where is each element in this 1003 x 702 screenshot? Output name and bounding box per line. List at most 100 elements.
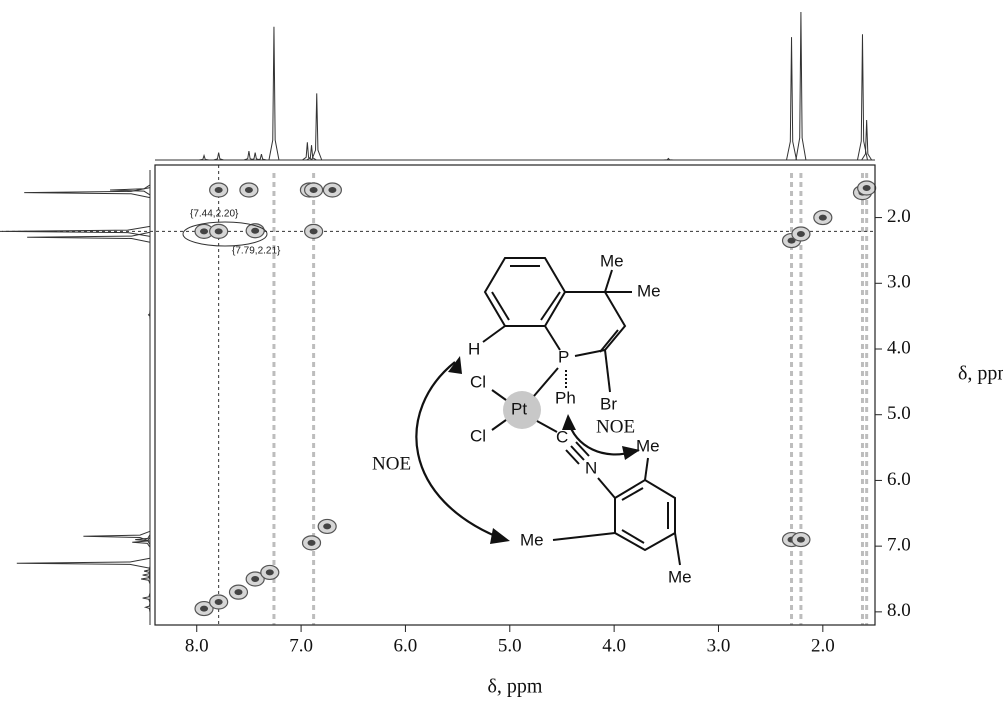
bond xyxy=(621,529,645,544)
bond xyxy=(621,487,644,501)
pt-center xyxy=(503,391,541,429)
peak-core xyxy=(251,227,260,234)
atom-label: Me xyxy=(637,281,661,300)
projection-peak xyxy=(861,120,873,161)
projection-peak xyxy=(663,157,674,161)
atom-label: Br xyxy=(600,394,617,413)
arrow-head xyxy=(562,414,640,460)
y-tick-label: 4.0 xyxy=(887,337,911,358)
peak-core xyxy=(309,228,318,235)
atom-label: H xyxy=(468,339,480,358)
projection-peak xyxy=(1,225,151,237)
atom-label: Ph xyxy=(555,388,576,407)
bond xyxy=(575,441,590,457)
projection-peak xyxy=(198,153,210,161)
projection-peak xyxy=(147,309,151,320)
bond xyxy=(540,291,561,321)
projection-peak xyxy=(306,145,317,161)
atom-label: Pt xyxy=(511,399,527,418)
bond xyxy=(597,477,616,499)
bond xyxy=(491,291,510,321)
annotation: {7.79,2.21} xyxy=(232,246,281,257)
projection-peak xyxy=(143,566,151,577)
projection-peak xyxy=(256,153,267,161)
y-tick-label: 7.0 xyxy=(887,535,911,556)
peak-core xyxy=(787,237,796,244)
atom-label: N xyxy=(585,458,597,477)
atom-label: P xyxy=(558,347,569,366)
peak-core xyxy=(323,523,332,530)
annotation: {7.44,2.20} xyxy=(190,209,239,220)
x-tick-label: 2.0 xyxy=(811,635,835,656)
peak-core xyxy=(200,605,209,612)
peak-core xyxy=(214,186,223,193)
x-tick-label: 3.0 xyxy=(707,635,731,656)
bond xyxy=(491,419,507,431)
bond xyxy=(604,349,611,393)
peak-core xyxy=(796,536,805,543)
bond xyxy=(482,325,506,343)
peak-core xyxy=(328,186,337,193)
projection-peak xyxy=(143,602,151,613)
peak-core xyxy=(214,228,223,235)
peak-core xyxy=(200,228,209,235)
peak-core xyxy=(796,231,805,237)
projection-peak xyxy=(243,151,255,161)
peak-core xyxy=(214,599,223,605)
peak-core xyxy=(251,576,260,582)
x-tick-label: 8.0 xyxy=(185,635,209,656)
atom-label: Me xyxy=(520,530,544,549)
projection-peak xyxy=(142,592,151,604)
atom-label: Me xyxy=(636,436,660,455)
peak-core xyxy=(862,185,871,191)
peak-core xyxy=(307,539,316,546)
bond xyxy=(674,532,681,566)
x-axis-label: δ, ppm xyxy=(488,676,543,698)
bond xyxy=(536,420,558,433)
x-tick-label: 6.0 xyxy=(394,635,418,656)
projection-peak xyxy=(27,231,151,243)
bond xyxy=(604,269,613,293)
projection-peak xyxy=(110,184,151,196)
plot-area xyxy=(0,11,877,625)
x-tick-label: 4.0 xyxy=(602,635,626,656)
projection-peak xyxy=(795,11,807,161)
atom-label: Cl xyxy=(470,426,486,445)
projection-peak xyxy=(83,530,151,542)
projection-peak xyxy=(24,187,151,199)
peak-core xyxy=(234,589,243,596)
projection-peak xyxy=(213,152,224,161)
noe-arrow xyxy=(415,361,506,542)
molecule: Me Me H P Cl Pt Ph Br Cl C N Me Me Me NO… xyxy=(372,251,692,586)
bond xyxy=(552,532,616,541)
projection-peak xyxy=(786,37,798,161)
projection-peak xyxy=(268,26,280,161)
projection-peak xyxy=(135,534,151,545)
atom-label: Me xyxy=(668,567,692,586)
x-tick-label: 7.0 xyxy=(289,635,313,656)
peak-core xyxy=(244,186,253,193)
atom-label: Cl xyxy=(470,372,486,391)
peak-core xyxy=(309,186,318,193)
bond xyxy=(565,449,580,465)
peak-core xyxy=(818,214,827,221)
y-tick-label: 2.0 xyxy=(887,206,911,227)
bond xyxy=(644,457,649,481)
projection-peak xyxy=(856,34,868,161)
highlight-ellipse xyxy=(182,221,268,247)
bond xyxy=(533,367,559,397)
atom-label: Me xyxy=(600,251,624,270)
bond xyxy=(565,291,627,351)
y-tick-label: 8.0 xyxy=(887,600,911,621)
y-tick-label: 6.0 xyxy=(887,469,911,490)
projection-peak xyxy=(311,93,323,161)
x-tick-label: 5.0 xyxy=(498,635,522,656)
y-tick-label: 3.0 xyxy=(887,272,911,293)
noe-label: NOE xyxy=(596,416,635,437)
noe-label: NOE xyxy=(372,453,411,474)
peak-core xyxy=(265,569,274,576)
bond xyxy=(544,325,561,351)
bond xyxy=(570,445,585,461)
